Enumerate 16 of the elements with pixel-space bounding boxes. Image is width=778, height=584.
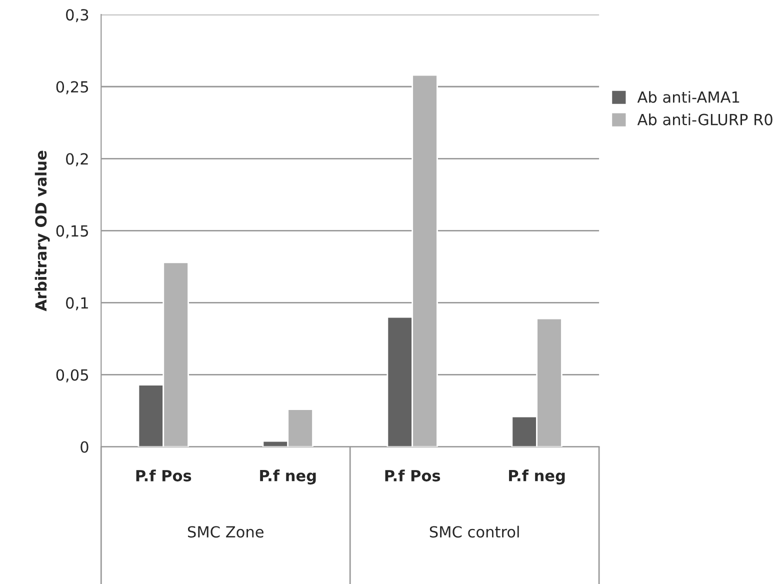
text: SMC control <box>430 526 519 538</box>
legend-label: Ab anti-GLURP R0 <box>637 113 772 126</box>
y-tick-label: 0,25 <box>56 81 88 94</box>
x-tick-label: P.f Pos <box>385 470 440 482</box>
y-tick-label: 0,05 <box>56 369 88 382</box>
text: SMC Zone <box>188 526 264 538</box>
x-tick-label: P.f neg <box>260 470 316 484</box>
y-axis-title: Arbitrary OD value <box>34 150 50 312</box>
x-tick-label: P.f Pos <box>136 470 192 482</box>
x-tick-label: P.f neg <box>509 470 565 484</box>
y-tick-label: 0,1 <box>66 297 88 310</box>
y-tick-label: 0,15 <box>56 225 88 238</box>
y-tick-label: 0 <box>80 441 88 453</box>
y-tick-label: 0,2 <box>66 153 88 166</box>
legend-label: Ab anti-AMA1 <box>637 91 740 103</box>
y-tick-label: 0,3 <box>66 9 88 22</box>
